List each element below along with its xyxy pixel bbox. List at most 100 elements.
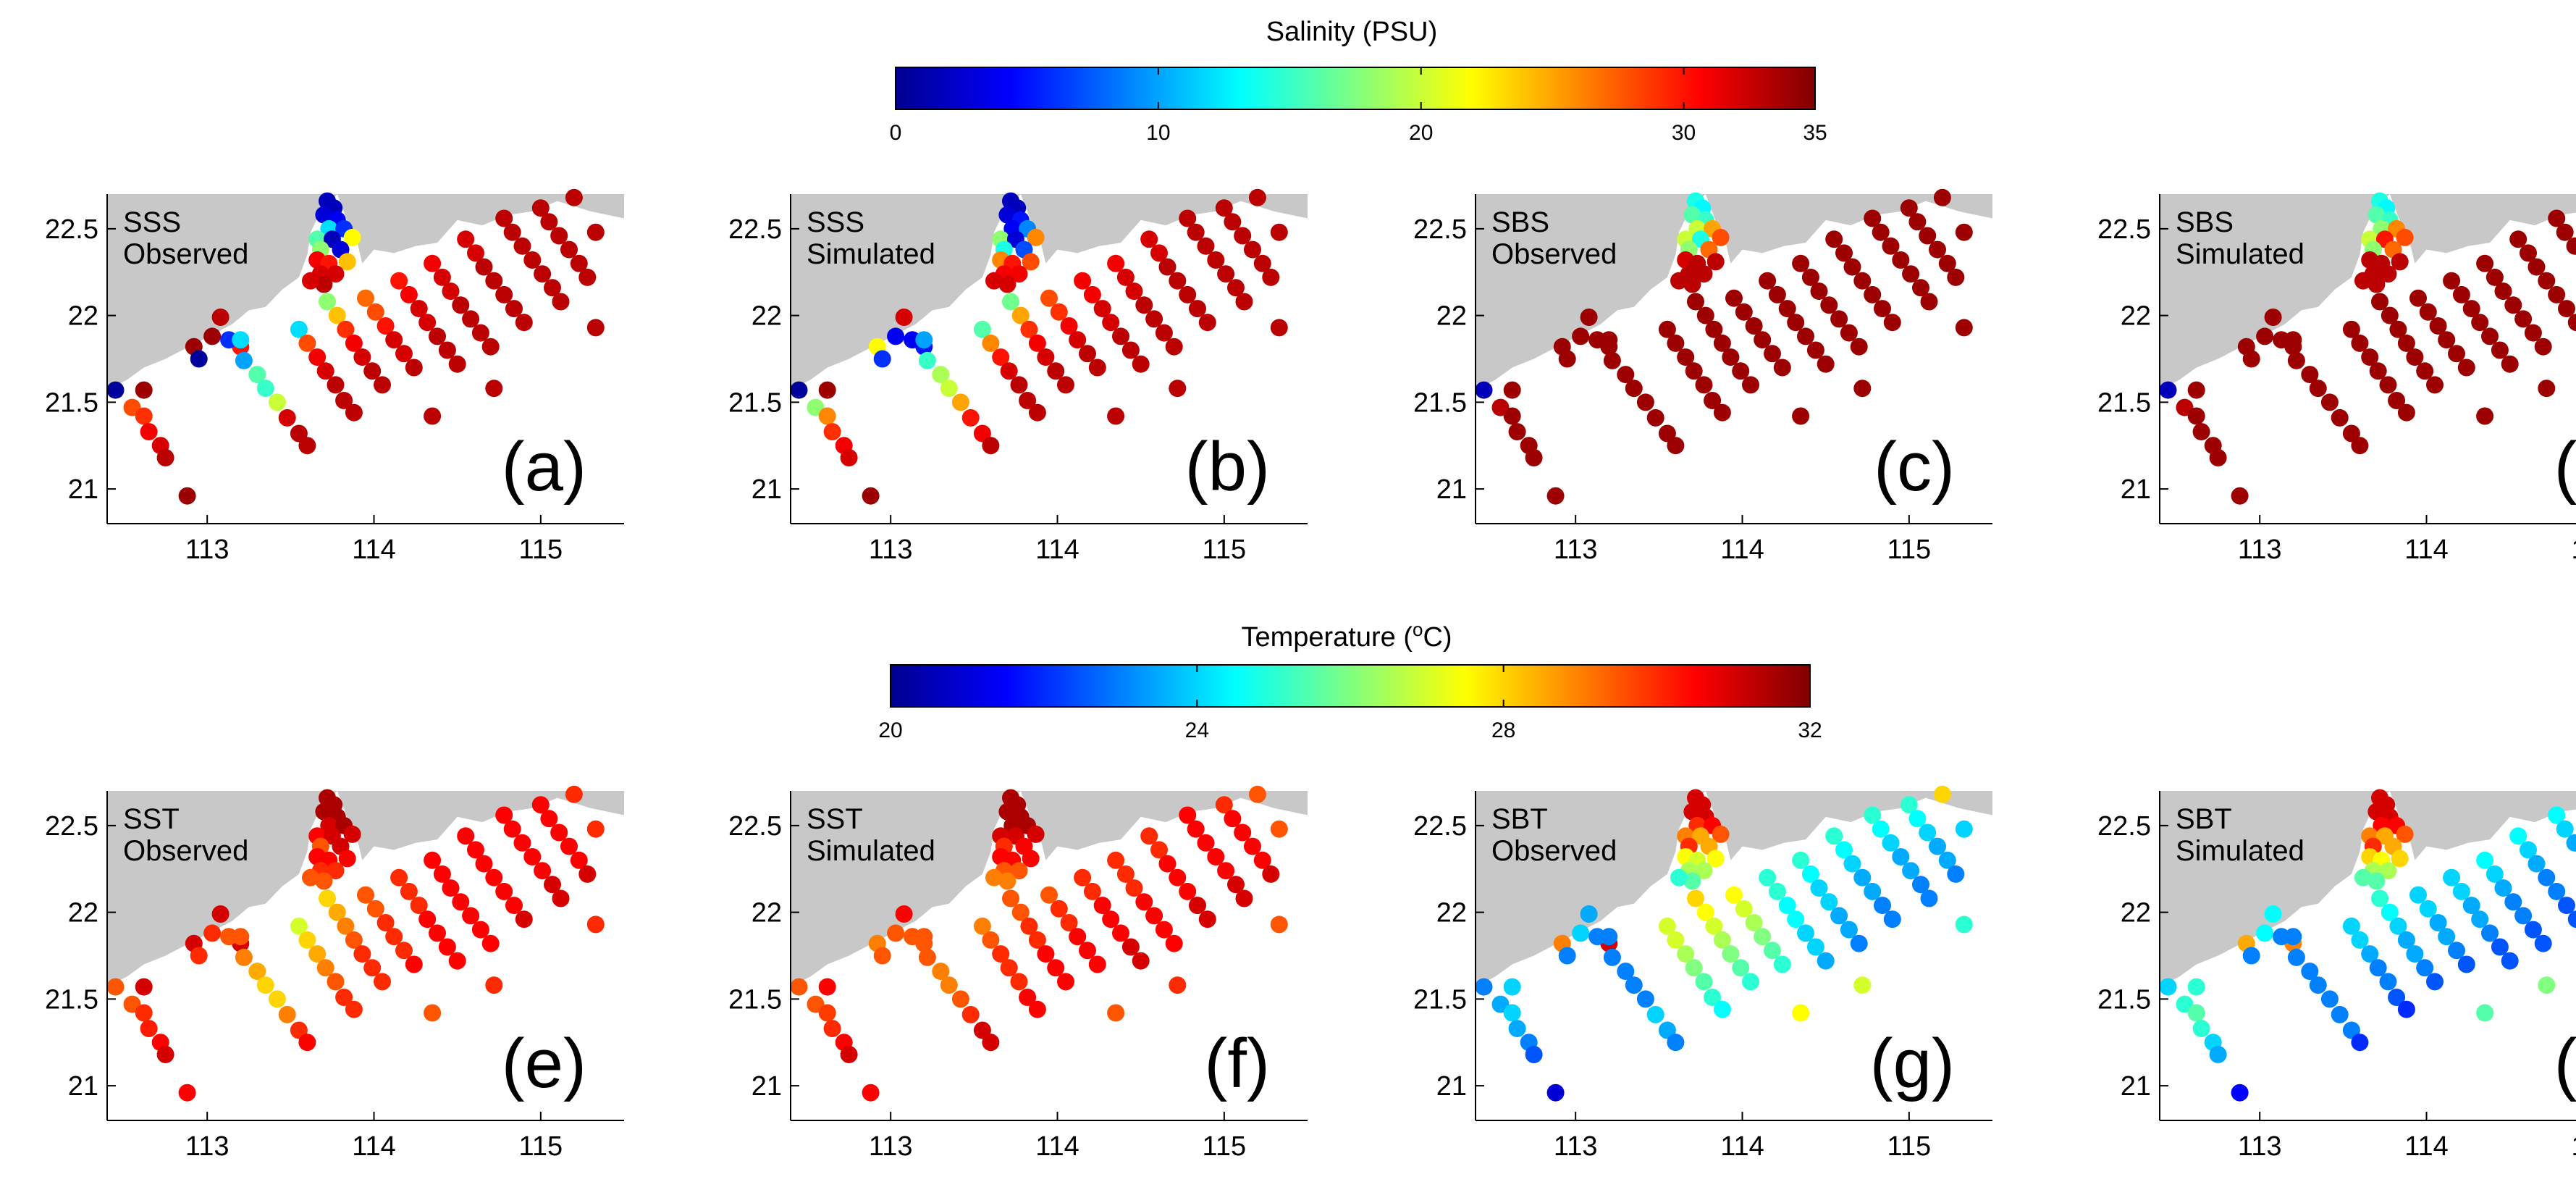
station-point	[1217, 862, 1235, 880]
station-point	[290, 917, 308, 935]
station-point	[1636, 990, 1654, 1008]
station-point	[1685, 959, 1703, 977]
station-point	[2367, 206, 2386, 224]
station-point	[2396, 825, 2414, 843]
station-point	[2438, 928, 2456, 946]
x-tick-label: 115	[1203, 535, 1247, 565]
station-point	[1920, 889, 1938, 908]
station-point	[1892, 251, 1910, 269]
station-point	[2379, 265, 2397, 283]
station-point	[1179, 209, 1197, 227]
station-point	[1677, 945, 1695, 963]
station-point	[1801, 865, 1819, 883]
panel-title-line: SBS	[1491, 206, 1549, 238]
station-point	[1140, 827, 1158, 845]
station-point	[2426, 973, 2444, 991]
station-point	[2491, 341, 2509, 359]
station-point	[940, 380, 958, 398]
station-point	[418, 314, 437, 332]
station-point	[1759, 868, 1777, 886]
station-point	[1475, 978, 1493, 996]
station-point	[2558, 300, 2575, 318]
station-point	[376, 317, 395, 335]
station-point	[1683, 275, 1701, 293]
station-point	[1933, 188, 1951, 206]
station-point	[1792, 1004, 1810, 1022]
y-tick-label: 21.5	[728, 984, 782, 1015]
temperature-title-unit: C)	[1423, 622, 1452, 653]
station-point	[442, 879, 460, 897]
station-point	[560, 837, 578, 855]
y-tick-label: 22	[68, 301, 98, 332]
station-point	[1572, 327, 1590, 345]
station-point	[2331, 1005, 2349, 1023]
x-tick-label: 113	[2238, 1131, 2282, 1162]
panel-title-line: Simulated	[2176, 238, 2304, 270]
station-point	[586, 319, 605, 337]
station-point	[505, 300, 523, 318]
panel-title-line: SST	[807, 803, 863, 835]
station-point	[1165, 338, 1183, 356]
station-point	[515, 314, 533, 332]
station-point	[2354, 868, 2372, 886]
station-point	[1155, 921, 1173, 939]
station-point	[1503, 978, 1521, 996]
station-point	[1270, 319, 1288, 337]
panel-title-line: SBT	[1491, 803, 1548, 835]
station-point	[1768, 882, 1786, 900]
station-point	[1079, 345, 1096, 363]
station-point	[1057, 973, 1074, 991]
station-point	[2485, 865, 2504, 883]
salinity-tick-label: 20	[1409, 121, 1433, 145]
station-point	[327, 862, 345, 880]
station-point	[2509, 230, 2527, 248]
station-point	[1546, 487, 1565, 505]
station-point	[2520, 841, 2537, 859]
station-point	[1900, 796, 1918, 814]
panel-title-line: Simulated	[807, 835, 935, 867]
station-point	[2367, 275, 2386, 293]
station-point	[1735, 900, 1753, 918]
station-point	[298, 1034, 316, 1052]
station-point	[1759, 272, 1777, 290]
station-point	[2391, 850, 2409, 868]
station-point	[248, 366, 266, 384]
station-point	[1872, 223, 1890, 241]
station-point	[390, 868, 408, 886]
station-point	[1235, 293, 1253, 311]
station-point	[1882, 834, 1900, 852]
station-point	[951, 393, 969, 411]
station-point	[2187, 381, 2205, 399]
station-point	[2301, 963, 2319, 981]
station-point	[316, 362, 334, 380]
station-point	[135, 978, 153, 996]
station-point	[1189, 300, 1206, 318]
station-point	[315, 275, 333, 293]
station-point	[2331, 408, 2349, 427]
station-point	[1011, 903, 1030, 921]
station-point	[2397, 403, 2415, 422]
station-point	[1093, 897, 1111, 915]
station-point	[531, 199, 550, 217]
temperature-tick-label: 28	[1491, 718, 1515, 742]
station-point	[1197, 834, 1215, 852]
station-point	[1248, 188, 1266, 206]
station-point	[918, 351, 936, 369]
station-point	[2443, 272, 2461, 290]
station-point	[1069, 928, 1087, 946]
station-point	[550, 823, 568, 842]
station-point	[2351, 931, 2369, 949]
station-point	[982, 437, 1000, 455]
station-point	[982, 931, 1000, 949]
station-point	[366, 900, 384, 918]
station-point	[410, 300, 428, 318]
station-point	[2342, 320, 2360, 338]
station-point	[2406, 945, 2424, 963]
station-point	[1919, 823, 1937, 842]
station-point	[1646, 408, 1664, 427]
station-point	[1019, 392, 1037, 409]
station-point	[1027, 228, 1045, 246]
y-tick-label: 22.5	[45, 214, 98, 245]
